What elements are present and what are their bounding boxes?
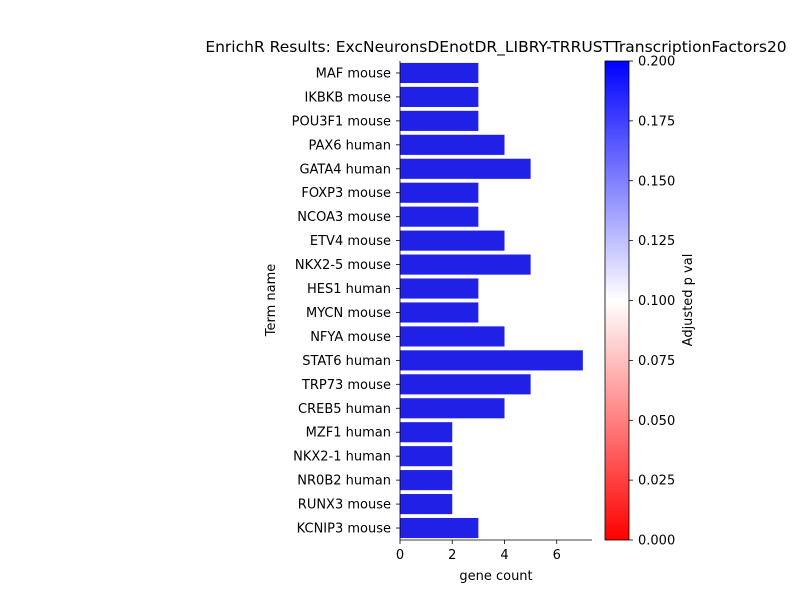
bars-layer <box>400 62 583 539</box>
x-tick-label: 6 <box>553 548 561 563</box>
colorbar-tick-label: 0.000 <box>638 534 675 549</box>
x-tick-label: 4 <box>500 548 508 563</box>
y-tick-label: PAX6 human <box>308 138 391 153</box>
y-tick-label: MAF mouse <box>316 66 391 81</box>
colorbar-tick-label: 0.050 <box>638 414 675 429</box>
colorbar-tick-label: 0.100 <box>638 294 675 309</box>
bar <box>400 86 479 107</box>
x-tick-label: 2 <box>448 548 456 563</box>
y-tick-label: KCNIP3 mouse <box>297 522 391 537</box>
x-tick-label: 0 <box>396 548 404 563</box>
colorbar-tick-label: 0.200 <box>638 55 675 70</box>
colorbar-tick-label: 0.075 <box>638 354 675 369</box>
y-tick-label: POU3F1 mouse <box>292 114 391 129</box>
bar <box>400 326 505 347</box>
y-tick-label: CREB5 human <box>298 402 391 417</box>
bar <box>400 302 479 323</box>
colorbar: 0.000 0.025 0.050 0.075 0.100 0.125 0.150 0.175… <box>604 55 675 549</box>
bar <box>400 517 479 539</box>
bar <box>400 422 453 443</box>
y-tick-label: STAT6 human <box>302 354 391 369</box>
bar <box>400 110 479 131</box>
y-tick-label: NFYA mouse <box>310 330 391 345</box>
colorbar-tick-label: 0.175 <box>638 114 675 129</box>
y-tick-label: RUNX3 mouse <box>298 498 391 513</box>
y-tick-label: HES1 human <box>307 282 391 297</box>
bar <box>400 398 505 419</box>
colorbar-tick-label: 0.125 <box>638 234 675 249</box>
y-tick-label: GATA4 human <box>299 162 391 177</box>
bar <box>400 494 453 515</box>
colorbar-title: Adjusted p val <box>681 254 696 347</box>
y-axis-title: Term name <box>264 264 279 338</box>
y-tick-label: FOXP3 mouse <box>301 186 391 201</box>
y-tick-labels: MAF mouse IKBKB mouse POU3F1 mouse PAX6 hum… <box>292 66 400 537</box>
bar <box>400 230 505 251</box>
y-tick-label: NR0B2 human <box>297 474 391 489</box>
bar <box>400 182 479 203</box>
bar <box>400 62 479 84</box>
y-tick-label: NCOA3 mouse <box>297 210 391 225</box>
chart-title: EnrichR Results: ExcNeuronsDEnotDR_LIBRY… <box>205 38 786 57</box>
x-axis: 0 2 4 6 <box>396 61 592 563</box>
colorbar-tick-label: 0.150 <box>638 174 675 189</box>
colorbar-gradient <box>604 60 630 541</box>
x-axis-title: gene count <box>459 569 532 584</box>
bar <box>400 134 505 155</box>
bar <box>400 278 479 299</box>
y-tick-label: MZF1 human <box>306 426 391 441</box>
bar <box>400 254 531 275</box>
bar <box>400 446 453 467</box>
y-tick-label: NKX2-5 mouse <box>295 258 391 273</box>
bar <box>400 470 453 491</box>
y-tick-label: ETV4 mouse <box>310 234 391 249</box>
bar <box>400 350 583 371</box>
y-tick-label: IKBKB mouse <box>305 90 391 105</box>
bar <box>400 158 531 179</box>
y-tick-label: MYCN mouse <box>306 306 391 321</box>
y-tick-label: TRP73 mouse <box>301 378 391 393</box>
bar <box>400 374 531 395</box>
colorbar-tick-label: 0.025 <box>638 474 675 489</box>
bar <box>400 206 479 227</box>
y-tick-label: NKX2-1 human <box>293 450 391 465</box>
